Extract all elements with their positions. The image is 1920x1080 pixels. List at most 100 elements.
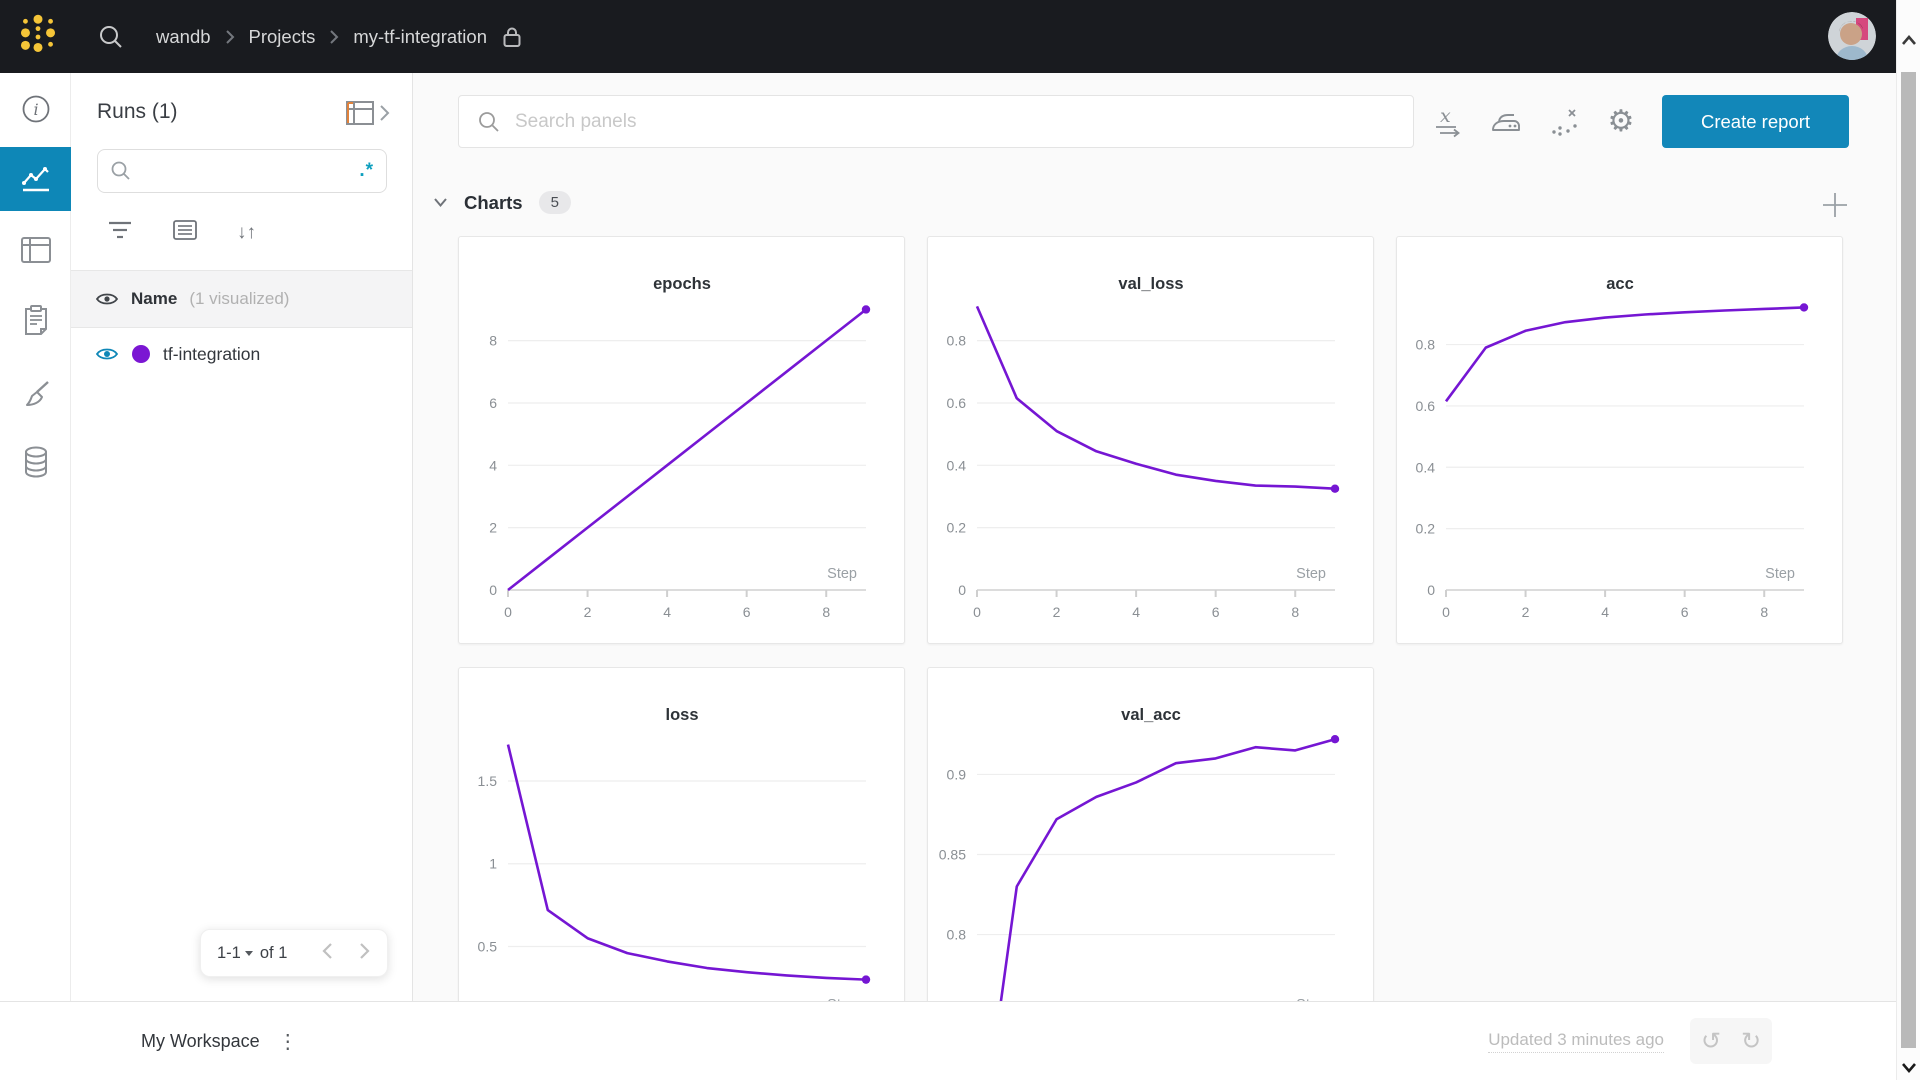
svg-text:0.6: 0.6 xyxy=(947,395,967,411)
sidebar-item-artifacts[interactable] xyxy=(0,434,71,490)
svg-text:Step: Step xyxy=(1765,566,1795,582)
svg-text:0: 0 xyxy=(504,604,512,620)
chevron-right-icon xyxy=(380,105,390,121)
sidebar-item-reports[interactable] xyxy=(0,292,71,348)
svg-text:0.2: 0.2 xyxy=(1416,521,1436,537)
svg-text:2: 2 xyxy=(1522,604,1530,620)
svg-text:0: 0 xyxy=(1442,604,1450,620)
breadcrumb-project-name[interactable]: my-tf-integration xyxy=(353,25,487,47)
svg-text:0.5: 0.5 xyxy=(478,939,498,955)
chart-panel-epochs[interactable]: 0 2 4 6 8 0 2 4 6 8 Step epochs xyxy=(458,236,905,644)
create-report-button[interactable]: Create report xyxy=(1662,95,1849,148)
scrollbar-thumb[interactable] xyxy=(1901,72,1916,1048)
scroll-down-icon[interactable] xyxy=(1900,1058,1918,1076)
charts-count-badge: 5 xyxy=(538,191,571,214)
page-scrollbar[interactable] xyxy=(1896,0,1920,1080)
regex-toggle[interactable]: .* xyxy=(359,160,374,181)
prev-page-button[interactable] xyxy=(321,942,333,965)
chevron-right-icon xyxy=(330,29,339,44)
database-icon xyxy=(24,446,47,478)
avatar[interactable] xyxy=(1828,12,1876,60)
info-icon: i xyxy=(22,95,49,123)
svg-text:0: 0 xyxy=(489,582,497,598)
updated-status[interactable]: Updated 3 minutes ago xyxy=(1488,1030,1664,1053)
run-row[interactable]: tf-integration xyxy=(71,328,412,380)
runs-pagination: 1-1 of 1 xyxy=(200,929,388,977)
group-list-icon[interactable] xyxy=(172,219,198,246)
filter-icon[interactable] xyxy=(107,220,133,245)
runs-toolbar: ↓↑ xyxy=(107,219,256,246)
svg-text:loss: loss xyxy=(665,706,698,724)
svg-text:acc: acc xyxy=(1606,275,1634,293)
svg-text:6: 6 xyxy=(743,604,751,620)
svg-text:0.6: 0.6 xyxy=(1416,398,1436,414)
wandb-logo-icon[interactable] xyxy=(16,14,60,60)
page-range-dropdown[interactable]: 1-1 xyxy=(217,943,241,962)
svg-text:8: 8 xyxy=(822,604,830,620)
my-workspace-button[interactable]: My Workspace xyxy=(141,1030,260,1051)
top-navbar: wandb Projects my-tf-integration xyxy=(0,0,1920,73)
chart-panel-val-loss[interactable]: 0 0.2 0.4 0.6 0.8 0 2 4 6 8 Step val_loss xyxy=(927,236,1374,644)
chevron-right-icon xyxy=(225,29,234,44)
run-name[interactable]: tf-integration xyxy=(163,343,261,364)
sidebar-item-workspace[interactable] xyxy=(0,147,71,211)
sort-icon[interactable]: ↓↑ xyxy=(237,221,256,243)
table-icon xyxy=(20,237,51,263)
breadcrumb-entity[interactable]: wandb xyxy=(156,25,211,47)
panel-search-input[interactable] xyxy=(515,110,1395,133)
svg-text:0: 0 xyxy=(1427,582,1435,598)
svg-text:1: 1 xyxy=(489,856,497,872)
svg-text:2: 2 xyxy=(1053,604,1061,620)
svg-text:Step: Step xyxy=(1296,566,1326,582)
svg-text:2: 2 xyxy=(489,520,497,536)
scroll-up-icon[interactable] xyxy=(1900,32,1918,50)
svg-text:8: 8 xyxy=(1760,604,1768,620)
chart-panel-acc[interactable]: 0 0.2 0.4 0.6 0.8 0 2 4 6 8 Step acc xyxy=(1396,236,1843,644)
svg-text:8: 8 xyxy=(489,333,497,349)
expand-runs-table-button[interactable] xyxy=(345,100,390,126)
name-header-label: Name xyxy=(131,289,178,308)
caret-down-icon xyxy=(244,950,253,956)
clipboard-icon xyxy=(24,305,47,335)
panel-search-box xyxy=(458,95,1414,148)
run-visibility-eye-icon[interactable] xyxy=(95,346,119,362)
global-search-icon[interactable] xyxy=(98,24,124,50)
svg-text:4: 4 xyxy=(1132,604,1140,620)
workspace-settings-toolbar: x ⚙ xyxy=(1425,95,1645,148)
x-axis-settings-icon[interactable]: x xyxy=(1429,102,1469,142)
svg-text:i: i xyxy=(33,100,38,119)
chart-panel-val-acc[interactable]: 0.80.850.902468Stepval_acc xyxy=(927,667,1374,1001)
sidebar-item-sweeps[interactable] xyxy=(0,366,71,422)
charts-section-toggle[interactable]: Charts 5 xyxy=(433,191,571,214)
svg-text:6: 6 xyxy=(1212,604,1220,620)
workspace-menu-icon[interactable]: ⋮ xyxy=(277,1030,298,1053)
svg-text:4: 4 xyxy=(1601,604,1609,620)
undo-button[interactable]: ↺ xyxy=(1700,1027,1722,1055)
svg-text:0.4: 0.4 xyxy=(1416,459,1436,475)
runs-title: Runs (1) xyxy=(97,100,178,123)
search-icon xyxy=(479,111,499,132)
svg-text:0.2: 0.2 xyxy=(947,520,967,536)
sidebar-item-runs-table[interactable] xyxy=(0,222,71,278)
svg-text:Step: Step xyxy=(827,997,857,1001)
chart-grid: 0 2 4 6 8 0 2 4 6 8 Step epochs 0 0.2 0.4 0.6 0.8 0 2 4 6 8 S… xyxy=(458,236,1843,1001)
line-chart-icon xyxy=(21,167,49,192)
breadcrumb-projects[interactable]: Projects xyxy=(248,25,316,47)
chart-panel-loss[interactable]: 0.511.502468Steploss xyxy=(458,667,905,1001)
add-panel-icon[interactable] xyxy=(1819,189,1851,221)
bottom-bar: My Workspace ⋮ Updated 3 minutes ago ↺ ↻ xyxy=(0,1001,1896,1080)
page-total: of 1 xyxy=(259,943,288,962)
panel-settings-gear-icon[interactable]: ⚙ xyxy=(1607,104,1635,138)
runs-search-input[interactable] xyxy=(142,162,360,180)
smoothing-icon[interactable] xyxy=(1486,102,1526,142)
svg-text:2: 2 xyxy=(584,604,592,620)
redo-button[interactable]: ↻ xyxy=(1740,1027,1762,1055)
sidebar-item-overview[interactable]: i xyxy=(0,81,71,137)
runs-search-box: .* xyxy=(97,149,387,193)
run-color-dot[interactable] xyxy=(132,345,150,363)
history-controls: ↺ ↻ xyxy=(1690,1018,1772,1064)
svg-text:0: 0 xyxy=(958,582,966,598)
next-page-button[interactable] xyxy=(359,942,371,965)
outliers-icon[interactable] xyxy=(1544,102,1584,142)
runs-name-header[interactable]: Name (1 visualized) xyxy=(71,270,412,328)
